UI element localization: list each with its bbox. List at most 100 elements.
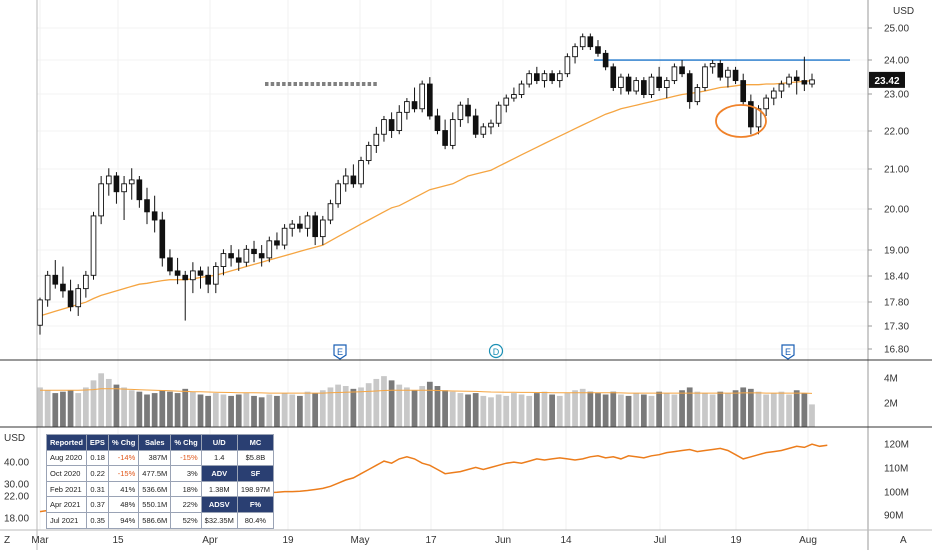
candle-body — [67, 290, 74, 308]
y-tick-label: 17.30 — [884, 322, 909, 333]
volume-bar — [663, 393, 670, 427]
candle — [151, 195, 158, 233]
candle-body — [427, 83, 433, 117]
candle — [472, 108, 479, 138]
volume-bar — [52, 393, 59, 427]
volume-bar — [434, 386, 441, 427]
candle-body — [212, 266, 219, 285]
candle-body — [748, 101, 754, 128]
fundamentals-row: Oct 2020 0.22 -15% 477.5M 3% ADV SF — [46, 465, 275, 482]
fundamentals-cell: -14% — [107, 449, 140, 467]
candle — [83, 270, 89, 298]
volume-bar — [128, 390, 135, 427]
volume-bar — [717, 391, 724, 427]
volume-bar — [503, 395, 510, 427]
volume-bar — [694, 391, 701, 427]
candle — [518, 80, 525, 99]
y-tick-label: 20.00 — [884, 205, 909, 216]
volume-bar — [465, 394, 471, 427]
candle-body — [289, 223, 296, 229]
volume-bar — [281, 393, 288, 427]
candle-body — [396, 111, 403, 132]
candle-body — [671, 66, 678, 82]
candle — [541, 70, 548, 88]
fundamentals-cell: 0.18 — [85, 449, 109, 467]
volume-bar — [533, 393, 540, 427]
candle-body — [618, 76, 624, 88]
candle-body — [549, 73, 555, 82]
candle — [205, 266, 211, 294]
candle — [251, 240, 257, 263]
candle-body — [52, 274, 59, 285]
candle — [404, 98, 410, 120]
candle — [595, 40, 601, 57]
volume-bar — [587, 391, 594, 427]
fundamentals-side-cell: 1.38M — [200, 480, 238, 498]
candle-body — [495, 104, 502, 124]
candle-body — [304, 215, 311, 229]
volume-bar — [60, 391, 66, 427]
left-tick-label: 22.00 — [4, 492, 29, 503]
candle-body — [235, 257, 242, 263]
candle — [373, 126, 380, 153]
candle — [801, 56, 808, 92]
candle — [786, 73, 792, 88]
candle — [770, 87, 777, 106]
candle — [388, 112, 395, 138]
y-tick-label: 23.00 — [884, 90, 909, 101]
candle-body — [564, 56, 571, 75]
volume-bar — [755, 391, 762, 427]
volume-bar — [610, 391, 617, 427]
candle-body — [740, 80, 747, 103]
y-tick-label: 22.00 — [884, 127, 909, 138]
candle — [641, 77, 647, 99]
fundamentals-row: Feb 2021 0.31 41% 536.6M 18% 1.38M 198.97M — [46, 480, 275, 498]
candle-body — [732, 69, 739, 82]
fundamentals-cell: 94% — [107, 511, 140, 529]
candle-body — [327, 203, 334, 221]
candle — [709, 60, 716, 74]
candle — [763, 94, 769, 116]
volume-bar — [770, 393, 777, 427]
fundamentals-table: Reported EPS% Chg Sales% Chg U/D MC Aug 2020 0… — [46, 434, 275, 529]
volume-bar — [151, 393, 158, 427]
volume-bar — [342, 386, 349, 427]
candle — [98, 175, 104, 225]
fundamentals-header: U/D — [200, 434, 238, 451]
volume-bar — [251, 395, 257, 427]
candle — [381, 115, 387, 142]
candle — [648, 73, 655, 99]
candle-body — [136, 179, 143, 201]
volume-bar — [419, 386, 426, 427]
event-marker-label: E — [785, 347, 791, 357]
y-tick-label: 18.40 — [884, 272, 909, 283]
candle — [197, 266, 204, 289]
candle-body — [610, 66, 617, 88]
candle-body — [488, 122, 494, 128]
volume-bar — [449, 391, 456, 427]
candle-body — [717, 63, 724, 78]
dip-highlight-circle — [715, 104, 767, 138]
fundamentals-cell: 550.1M — [138, 496, 172, 513]
x-tick-label: 17 — [425, 535, 437, 546]
volume-bar — [411, 390, 418, 427]
x-tick-label: Jun — [495, 535, 511, 546]
candle — [342, 168, 349, 192]
fundamentals-cell: 18% — [170, 480, 202, 498]
candle — [748, 94, 754, 135]
volume-bar — [144, 394, 150, 427]
candle-body — [648, 76, 655, 95]
rs-tick-label: 120M — [884, 440, 909, 451]
volume-bar — [182, 388, 189, 427]
candle-body — [258, 253, 265, 259]
candle-body — [44, 274, 51, 301]
volume-bar — [105, 378, 112, 427]
fundamentals-cell: Oct 2020 — [46, 465, 87, 482]
candle-body — [809, 79, 815, 85]
x-tick-label: Aug — [799, 535, 817, 546]
fundamentals-header-row: Reported EPS% Chg Sales% Chg U/D MC — [46, 434, 275, 451]
volume-bar — [763, 394, 770, 427]
volume-bar — [747, 388, 754, 427]
fundamentals-row: Apr 2021 0.37 48% 550.1M 22% ADSV F% — [46, 496, 275, 513]
candle-body — [442, 130, 448, 146]
